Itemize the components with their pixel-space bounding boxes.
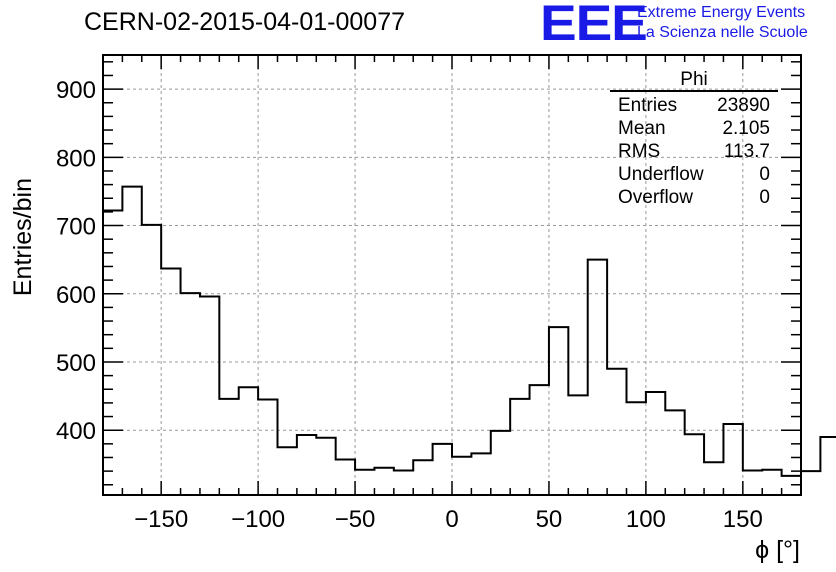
- stats-label: Underflow: [618, 164, 704, 185]
- y-tick-label: 800: [56, 145, 96, 172]
- x-tick-label: 0: [445, 506, 458, 533]
- stats-value: 0: [759, 187, 770, 208]
- stats-value: 23890: [717, 95, 770, 116]
- stats-row: Overflow 0: [610, 186, 778, 209]
- stats-title: Phi: [610, 70, 778, 92]
- axis-ticks: [102, 55, 802, 495]
- x-tick-label: −150: [134, 506, 188, 533]
- eee-logo-line2: La Scienza nelle Scuole: [637, 24, 808, 41]
- eee-logo-line1: Extreme Energy Events: [637, 4, 806, 21]
- x-tick-label: −50: [335, 506, 376, 533]
- stats-label: Overflow: [618, 187, 693, 208]
- x-tick-label: 150: [723, 506, 763, 533]
- y-tick-label: 400: [56, 418, 96, 445]
- y-tick-label: 500: [56, 350, 96, 377]
- x-tick-label: 50: [536, 506, 563, 533]
- stats-label: RMS: [618, 141, 661, 162]
- stats-row: RMS 113.7: [610, 140, 778, 163]
- y-tick-label: 600: [56, 282, 96, 309]
- tick-labels: −150 −100 −50 0 50 100 150 400 500 600 700 800 900: [56, 77, 763, 533]
- eee-logo-text: Extreme Energy Events La Scienza nelle S…: [637, 3, 808, 43]
- stats-row: Mean 2.105: [610, 117, 778, 140]
- stats-value: 0: [759, 164, 770, 185]
- eee-logo: EEE: [540, 0, 648, 51]
- stats-row: Entries 23890: [610, 94, 778, 117]
- y-tick-label: 700: [56, 214, 96, 241]
- x-tick-label: 100: [626, 506, 666, 533]
- plot-title: CERN-02-2015-04-01-00077: [84, 8, 406, 36]
- stats-box: Phi Entries 23890 Mean 2.105 RMS 113.7 U…: [610, 70, 778, 209]
- y-tick-label: 900: [56, 77, 96, 104]
- stats-label: Entries: [618, 95, 678, 116]
- x-tick-label: −100: [231, 506, 285, 533]
- histogram-line: [103, 185, 836, 477]
- stats-row: Underflow 0: [610, 163, 778, 186]
- x-axis-label: ϕ [°]: [755, 536, 800, 564]
- y-axis-label: Entries/bin: [9, 178, 37, 296]
- stats-label: Mean: [618, 118, 666, 139]
- stats-value: 113.7: [723, 141, 770, 162]
- stats-value: 2.105: [722, 118, 770, 139]
